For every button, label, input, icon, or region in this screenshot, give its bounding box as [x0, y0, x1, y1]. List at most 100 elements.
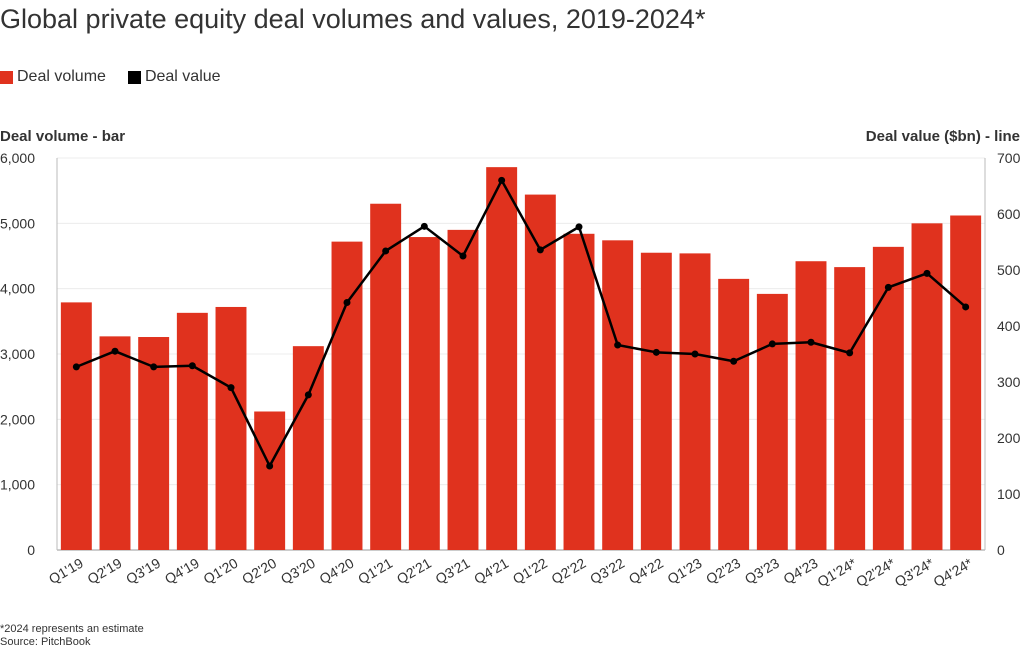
- bar[interactable]: [408, 237, 440, 550]
- left-tick-label: 0: [27, 542, 35, 558]
- left-tick-label: 2,000: [0, 411, 35, 427]
- line-point[interactable]: [652, 348, 660, 356]
- line-point[interactable]: [150, 363, 158, 371]
- line-point[interactable]: [846, 349, 854, 357]
- left-axis: 0 1,000 2,000 3,000 4,000 5,000 6,000: [0, 150, 58, 558]
- legend-item-deal-volume[interactable]: Deal volume: [0, 68, 106, 86]
- line-point[interactable]: [575, 223, 583, 231]
- footnote-note: *2024 represents an estimate: [0, 623, 144, 635]
- x-tick-label: Q4'20: [317, 555, 357, 587]
- legend-item-deal-value[interactable]: Deal value: [127, 68, 221, 86]
- right-tick-label: 200: [997, 430, 1020, 446]
- footnote-source: Source: PitchBook: [0, 636, 91, 648]
- bar[interactable]: [215, 306, 247, 550]
- bar[interactable]: [138, 337, 170, 550]
- line-point[interactable]: [923, 269, 931, 277]
- x-tick-label: Q4'21: [471, 555, 511, 587]
- right-axis-title: Deal value ($bn) - line: [865, 128, 1020, 145]
- line-point[interactable]: [691, 350, 699, 358]
- line-point[interactable]: [536, 246, 544, 254]
- line-series: [72, 176, 970, 470]
- line-point[interactable]: [111, 347, 119, 355]
- bar[interactable]: [176, 312, 208, 550]
- x-tick-label: Q1'24*: [814, 554, 859, 589]
- bar[interactable]: [292, 346, 324, 550]
- line-point[interactable]: [382, 247, 390, 255]
- line-point[interactable]: [420, 222, 428, 230]
- bar[interactable]: [602, 240, 634, 550]
- legend-swatch-deal-value: [127, 70, 141, 84]
- x-tick-label: Q2'24*: [853, 554, 898, 589]
- x-tick-label: Q3'24*: [892, 554, 937, 589]
- line-point[interactable]: [807, 338, 815, 346]
- line-point[interactable]: [498, 176, 506, 184]
- left-tick-label: 5,000: [0, 215, 35, 231]
- x-tick-label: Q3'22: [587, 555, 627, 587]
- right-tick-label: 400: [997, 318, 1020, 334]
- left-tick-label: 6,000: [0, 150, 35, 166]
- x-tick-label: Q2'21: [394, 555, 434, 587]
- line-point[interactable]: [884, 283, 892, 291]
- line-point[interactable]: [72, 363, 80, 371]
- left-tick-label: 1,000: [0, 477, 35, 493]
- line-point[interactable]: [188, 362, 196, 370]
- left-tick-label: 3,000: [0, 346, 35, 362]
- footnote: *2024 represents an estimate Source: Pit…: [0, 623, 144, 649]
- bar[interactable]: [99, 336, 131, 550]
- line-point[interactable]: [227, 384, 235, 392]
- right-tick-label: 500: [997, 262, 1020, 278]
- right-tick-label: 700: [997, 150, 1020, 166]
- bar[interactable]: [331, 241, 363, 551]
- right-tick-label: 100: [997, 486, 1020, 502]
- x-tick-label: Q2'19: [85, 555, 125, 587]
- bar[interactable]: [756, 293, 788, 550]
- bar[interactable]: [718, 278, 750, 550]
- left-tick-label: 4,000: [0, 281, 35, 297]
- line-point[interactable]: [962, 303, 970, 311]
- right-tick-label: 600: [997, 206, 1020, 222]
- bar[interactable]: [640, 252, 672, 550]
- bar[interactable]: [486, 167, 518, 550]
- chart-canvas: 0 1,000 2,000 3,000 4,000 5,000 6,000 0 100 200 3…: [0, 150, 1020, 590]
- bar[interactable]: [872, 246, 904, 550]
- bar[interactable]: [834, 267, 866, 550]
- legend-label-deal-value: Deal value: [144, 68, 221, 85]
- line-point[interactable]: [614, 341, 622, 349]
- line-point[interactable]: [768, 340, 776, 348]
- x-tick-label: Q4'19: [162, 555, 202, 587]
- bar[interactable]: [524, 194, 556, 550]
- x-tick-label: Q4'22: [626, 555, 666, 587]
- bar[interactable]: [795, 261, 827, 550]
- legend-label-deal-volume: Deal volume: [17, 68, 106, 85]
- bar[interactable]: [950, 215, 982, 550]
- x-tick-label: Q1'20: [201, 555, 241, 587]
- legend-swatch-deal-volume: [0, 70, 13, 84]
- line-point[interactable]: [343, 298, 351, 306]
- x-tick-label: Q1'22: [510, 555, 550, 587]
- x-tick-label: Q3'23: [742, 555, 782, 587]
- x-tick-label: Q4'24*: [930, 554, 975, 589]
- x-tick-label: Q3'20: [278, 555, 318, 587]
- right-axis: 0 100 200 300 400 500 600 700: [984, 150, 1020, 558]
- right-tick-label: 300: [997, 374, 1020, 390]
- right-tick-label: 0: [997, 542, 1005, 558]
- bar[interactable]: [447, 229, 479, 550]
- line-point[interactable]: [304, 391, 312, 399]
- bar[interactable]: [370, 203, 402, 550]
- bar[interactable]: [679, 253, 711, 551]
- x-tick-label: Q2'23: [703, 555, 743, 587]
- bar[interactable]: [254, 411, 286, 550]
- x-tick-label: Q1'21: [355, 555, 395, 587]
- bar[interactable]: [563, 233, 595, 550]
- line-point[interactable]: [459, 252, 467, 260]
- line-point[interactable]: [266, 462, 274, 470]
- gridlines: [57, 157, 985, 551]
- x-tick-label: Q2'22: [549, 555, 589, 587]
- bar[interactable]: [60, 302, 92, 550]
- x-tick-label: Q1'19: [46, 555, 86, 587]
- line-point[interactable]: [730, 357, 738, 365]
- x-tick-label: Q4'23: [781, 555, 821, 587]
- deal-value-line: [75, 179, 967, 468]
- x-tick-label: Q3'19: [123, 555, 163, 587]
- legend: Deal volume Deal value: [0, 68, 243, 86]
